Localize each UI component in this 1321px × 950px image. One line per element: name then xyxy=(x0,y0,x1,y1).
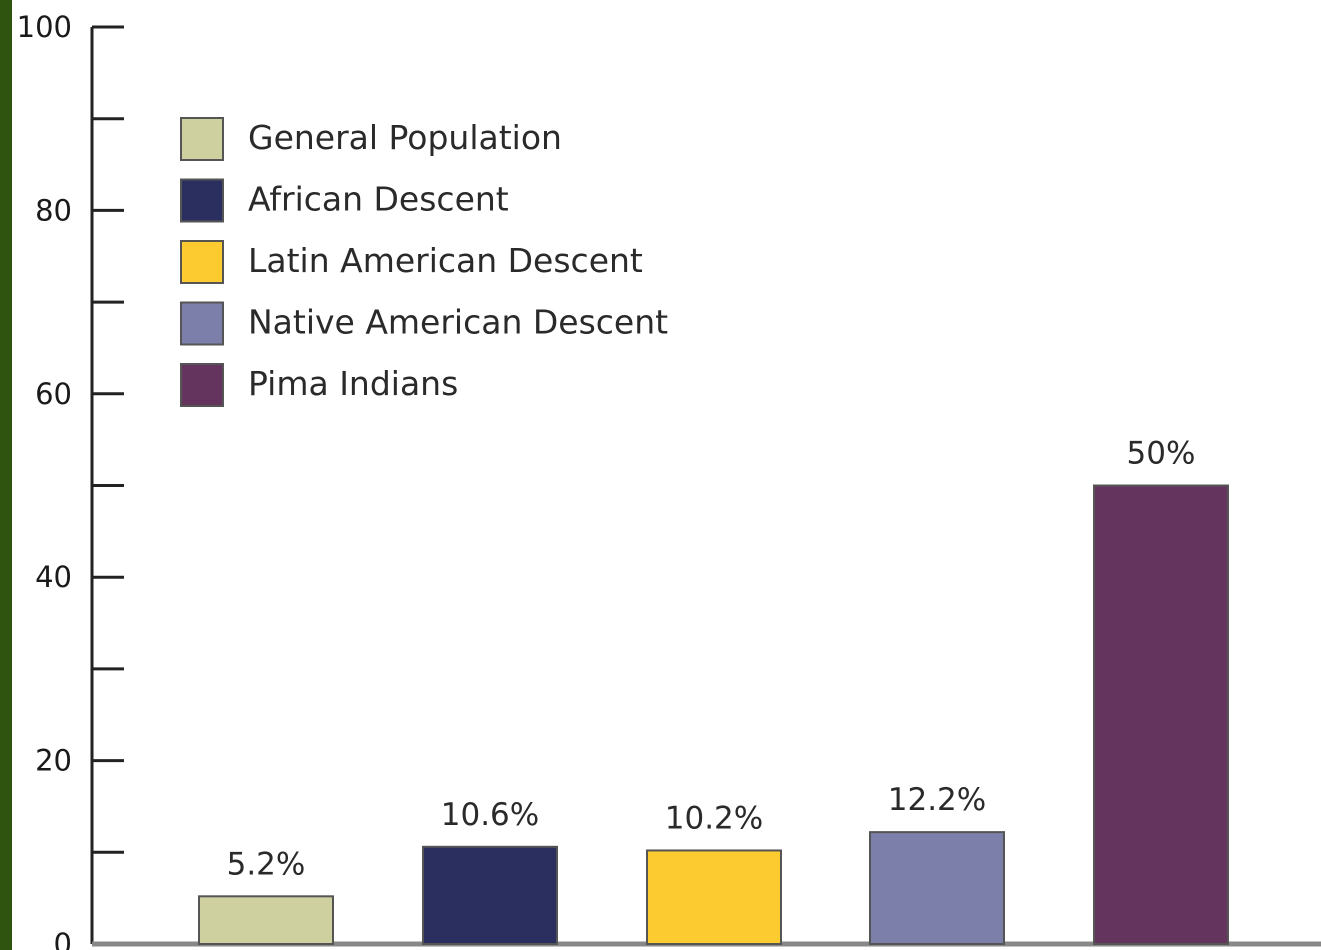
bar-data-label: 10.6% xyxy=(441,797,539,833)
y-tick-label: 80 xyxy=(35,193,72,227)
bar-data-label: 50% xyxy=(1127,436,1196,472)
y-tick-label: 60 xyxy=(35,377,72,411)
bar xyxy=(198,895,334,945)
bar-data-label: 12.2% xyxy=(888,782,986,818)
legend-swatch xyxy=(180,301,224,346)
legend-label: Pima Indians xyxy=(248,364,458,403)
bar xyxy=(646,849,782,945)
side-strip xyxy=(0,0,12,950)
legend-swatch xyxy=(180,178,224,223)
bar-data-label: 5.2% xyxy=(227,846,306,882)
legend-swatch xyxy=(180,117,224,161)
bar-data-label: 10.2% xyxy=(665,800,763,836)
legend: General Population African Descent Latin A… xyxy=(180,117,668,407)
y-tick-label: 100 xyxy=(17,10,72,44)
y-tick-label: 20 xyxy=(35,744,72,778)
legend-swatch xyxy=(180,363,224,407)
legend-label: General Population xyxy=(248,118,562,157)
legend-label: Latin American Descent xyxy=(248,241,643,280)
data-labels: 5.2% 10.6% 10.2% 12.2% 50% xyxy=(227,436,1196,883)
y-tick-label: 40 xyxy=(35,560,72,594)
legend-label: Native American Descent xyxy=(248,303,668,342)
bar xyxy=(1093,484,1229,945)
bars xyxy=(198,484,1229,945)
legend-label: African Descent xyxy=(248,180,509,219)
bar xyxy=(869,831,1005,945)
bar xyxy=(422,845,558,945)
y-tick-label: 0 xyxy=(54,927,72,950)
legend-swatch xyxy=(180,240,224,284)
